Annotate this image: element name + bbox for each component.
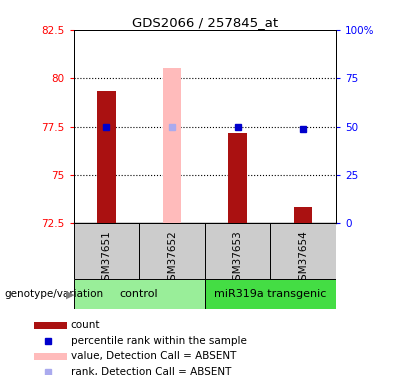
- Bar: [205, 223, 270, 279]
- Bar: [294, 207, 312, 223]
- Text: percentile rank within the sample: percentile rank within the sample: [71, 336, 247, 346]
- Title: GDS2066 / 257845_at: GDS2066 / 257845_at: [132, 16, 278, 29]
- Bar: [30, 353, 67, 360]
- Text: rank, Detection Call = ABSENT: rank, Detection Call = ABSENT: [71, 367, 231, 375]
- Text: GSM37651: GSM37651: [101, 230, 111, 286]
- Bar: [228, 134, 247, 223]
- Text: count: count: [71, 321, 100, 330]
- Bar: [205, 279, 336, 309]
- Text: genotype/variation: genotype/variation: [4, 290, 103, 299]
- Bar: [139, 223, 205, 279]
- Text: GSM37653: GSM37653: [233, 230, 243, 286]
- Bar: [97, 91, 116, 223]
- Bar: [74, 279, 205, 309]
- Bar: [30, 322, 67, 328]
- Bar: [270, 223, 336, 279]
- Text: GSM37652: GSM37652: [167, 230, 177, 286]
- Text: control: control: [120, 290, 158, 299]
- Bar: [74, 223, 139, 279]
- Text: miR319a transgenic: miR319a transgenic: [214, 290, 327, 299]
- Text: ▶: ▶: [66, 290, 75, 299]
- Text: value, Detection Call = ABSENT: value, Detection Call = ABSENT: [71, 351, 236, 361]
- Bar: [163, 68, 181, 223]
- Text: GSM37654: GSM37654: [298, 230, 308, 286]
